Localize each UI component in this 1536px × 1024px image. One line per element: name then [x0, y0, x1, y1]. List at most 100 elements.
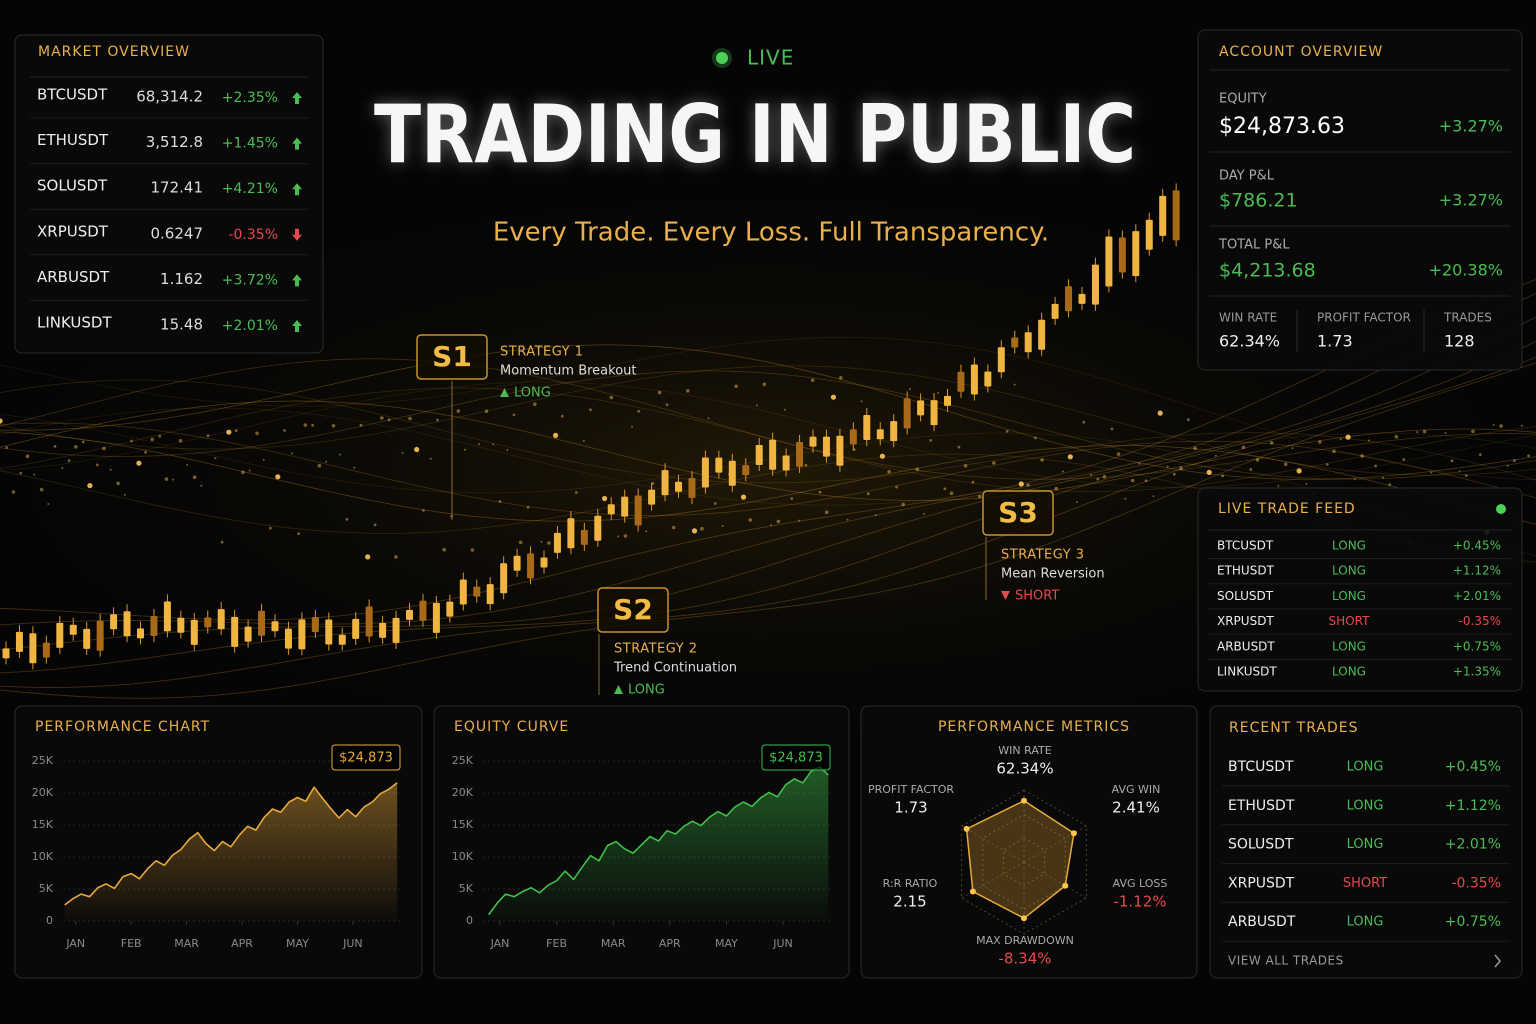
- side: SHORT: [1343, 876, 1387, 891]
- decor-candle: [406, 609, 413, 620]
- decor-candle: [298, 619, 306, 650]
- decor-particle: [61, 467, 64, 470]
- x-tick-label: MAR: [601, 937, 626, 950]
- metric-value: $24,873.63: [1219, 114, 1345, 139]
- decor-candle: [217, 609, 225, 630]
- decor-particle: [686, 389, 690, 393]
- decor-wave: [0, 387, 1536, 493]
- decor-candle: [567, 518, 575, 549]
- symbol: SOLUSDT: [1217, 589, 1274, 603]
- view-all-trades[interactable]: VIEW ALL TRADES: [1228, 954, 1344, 968]
- decor-particle: [74, 445, 78, 449]
- decor-particle: [609, 395, 614, 400]
- decor-particle: [1478, 453, 1482, 456]
- decor-particle: [657, 390, 662, 395]
- decor-candle: [890, 421, 898, 442]
- change: +1.35%: [1453, 665, 1501, 679]
- change: +2.01%: [1453, 589, 1501, 603]
- decor-particle: [1382, 476, 1384, 479]
- decor-candle: [352, 618, 360, 639]
- decor-particle: [734, 384, 738, 389]
- decor-trend-line: [0, 341, 1536, 674]
- decor-particle: [874, 514, 877, 517]
- decor-candle: [231, 616, 239, 647]
- side: SHORT: [1329, 614, 1371, 628]
- metric-value: 2.41%: [1112, 799, 1160, 817]
- decor-candle: [1118, 237, 1126, 273]
- stat-value: 1.73: [1317, 332, 1353, 351]
- decor-candle: [1091, 264, 1099, 305]
- decor-particle: [178, 439, 183, 443]
- decor-particle: [325, 460, 328, 463]
- symbol: SOLUSDT: [1228, 837, 1294, 853]
- decor-candle: [311, 616, 319, 632]
- decor-particle: [553, 432, 559, 438]
- decor-candle: [204, 617, 212, 628]
- decor-candle: [648, 489, 656, 505]
- decor-candle: [446, 601, 454, 617]
- decor-candle: [1159, 195, 1167, 236]
- decor-candle: [137, 628, 144, 639]
- metric-label: EQUITY: [1219, 92, 1267, 107]
- decor-particle: [691, 528, 698, 534]
- value-badge-box: [761, 744, 831, 771]
- decor-candle: [1172, 190, 1180, 241]
- y-tick-label: 20K: [452, 786, 474, 799]
- decor-particle: [860, 400, 863, 403]
- decor-candle: [607, 504, 615, 515]
- decor-particle: [1152, 495, 1155, 498]
- page-subtitle: Every Trade. Every Loss. Full Transparen…: [493, 218, 1049, 248]
- decor-particle: [707, 417, 710, 420]
- decor-candle: [432, 602, 440, 633]
- decor-particle: [484, 409, 489, 414]
- decor-particle: [1325, 463, 1329, 466]
- decor-particle: [109, 468, 112, 471]
- decor-particle: [1318, 440, 1322, 444]
- decor-particle: [1082, 420, 1086, 424]
- decor-candle: [419, 600, 427, 621]
- x-tick-label: FEB: [546, 937, 567, 950]
- decor-particle: [365, 554, 371, 560]
- decor-particle: [39, 487, 44, 492]
- decor-particle: [1076, 501, 1078, 504]
- view-all-chevron[interactable]: [1494, 954, 1501, 968]
- strategy-description: Mean Reversion: [1001, 567, 1105, 582]
- side: LONG: [1332, 564, 1366, 578]
- decor-trend-line: [0, 292, 1536, 626]
- panel-title: LIVE TRADE FEED: [1218, 501, 1356, 517]
- decor-candle: [957, 371, 965, 392]
- symbol: ETHUSDT: [1217, 564, 1275, 578]
- market-overview-panel: [14, 34, 324, 354]
- decor-particle: [359, 423, 363, 427]
- line: [64, 782, 398, 906]
- x-tick-label: JAN: [490, 937, 510, 950]
- strategy-name: STRATEGY 3: [1001, 548, 1085, 563]
- change: +0.45%: [1453, 539, 1501, 553]
- decor-particle: [186, 463, 189, 466]
- strategy-badge-box: [982, 490, 1054, 536]
- metric-label: TOTAL P&L: [1218, 238, 1290, 253]
- decor-particle: [408, 416, 412, 421]
- decor-wave: [0, 407, 1536, 506]
- decor-particle: [770, 524, 772, 527]
- decor-particle: [560, 414, 564, 418]
- decor-particle: [790, 497, 794, 500]
- decor-particle: [1018, 481, 1024, 487]
- change: +0.45%: [1445, 759, 1501, 775]
- decor-particle: [200, 484, 203, 487]
- decor-candle: [459, 579, 467, 605]
- decor-candle: [1051, 303, 1059, 319]
- recent-trades-panel: [1209, 705, 1523, 979]
- change-arrow: [292, 137, 302, 150]
- radar-spoke: [1023, 861, 1087, 899]
- decor-particle: [414, 446, 420, 453]
- x-tick-label: APR: [231, 937, 253, 950]
- decor-particle: [602, 495, 608, 502]
- y-tick-label: 0: [466, 914, 473, 927]
- symbol: BTCUSDT: [1217, 539, 1274, 553]
- decor-particle: [0, 418, 3, 424]
- decor-candle: [634, 495, 642, 526]
- decor-particle: [810, 378, 815, 383]
- metric-label: MAX DRAWDOWN: [976, 934, 1074, 947]
- decor-particle: [1255, 458, 1260, 462]
